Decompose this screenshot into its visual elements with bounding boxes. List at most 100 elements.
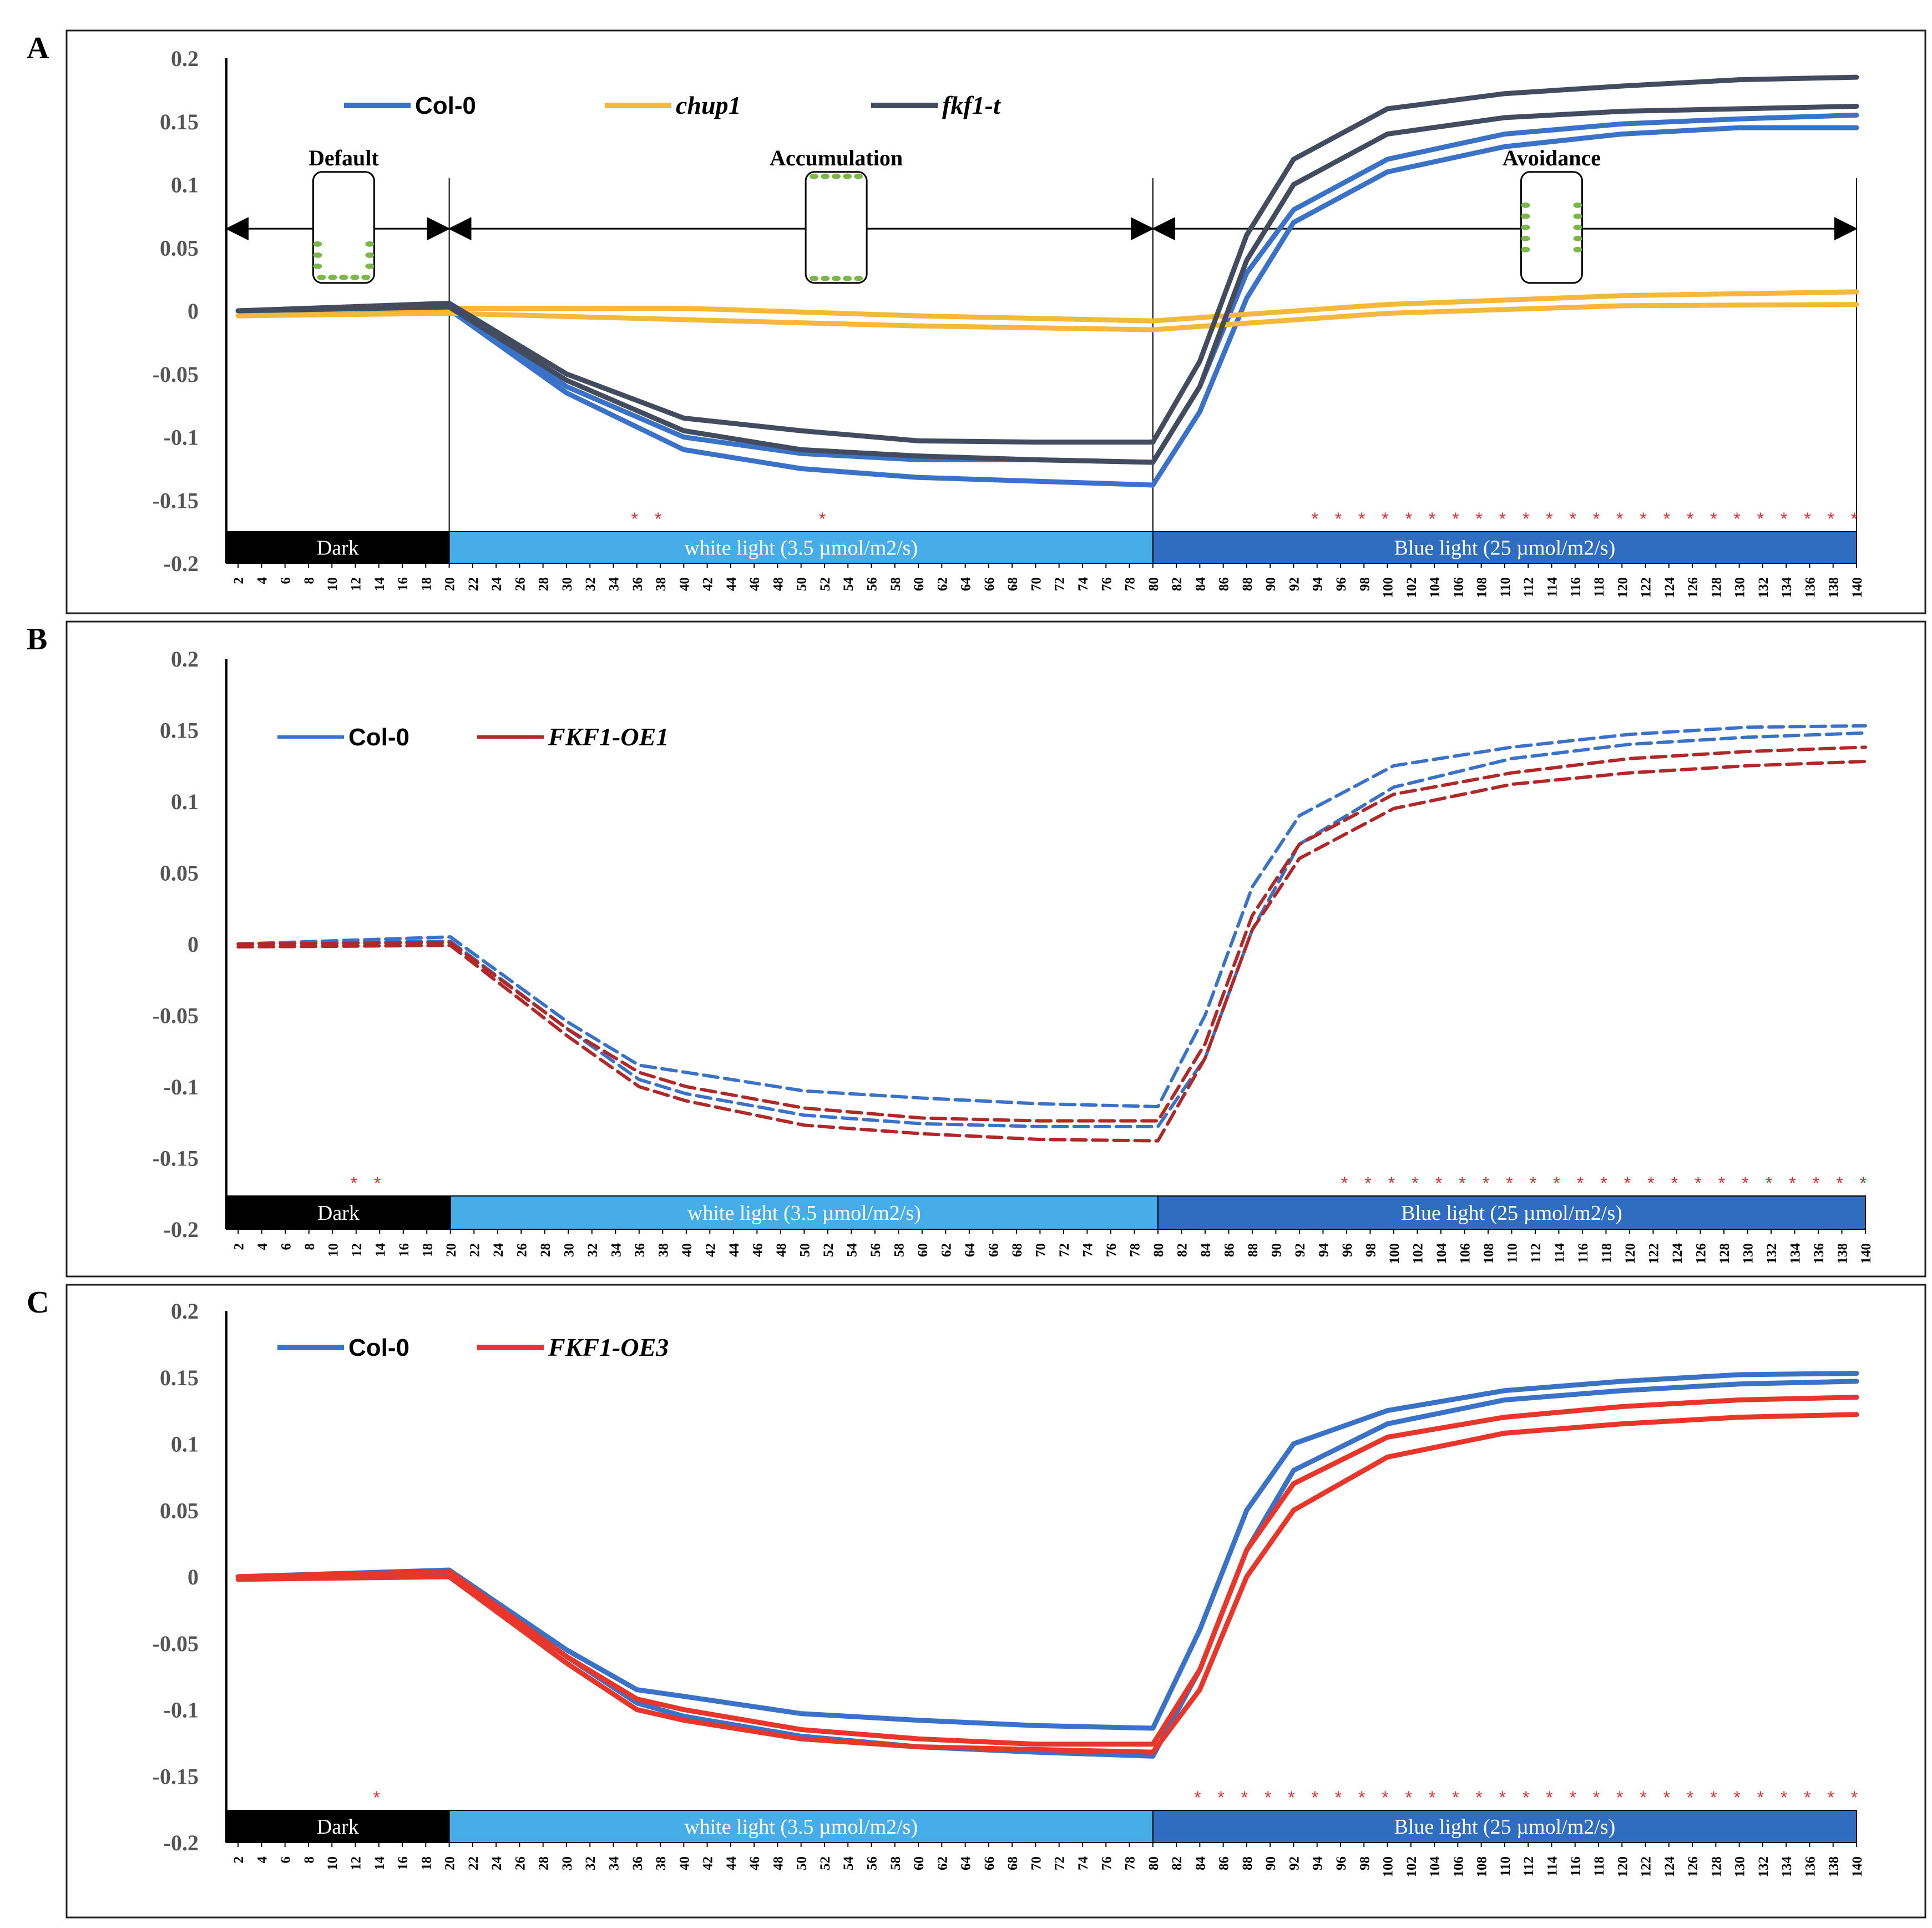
x-tick-label: 26 bbox=[513, 577, 528, 591]
x-tick-label: 2 bbox=[231, 1856, 246, 1864]
y-tick-label: -0.15 bbox=[153, 488, 199, 513]
x-tick-label: 60 bbox=[912, 577, 927, 591]
condition-band bbox=[448, 1810, 1154, 1843]
x-tick-label: 120 bbox=[1615, 577, 1630, 598]
legend-label: FKF1-OE1 bbox=[548, 723, 669, 751]
legend-label: fkf1-t bbox=[942, 91, 1001, 119]
x-tick-label: 106 bbox=[1458, 1243, 1473, 1264]
significance-star: * bbox=[1851, 509, 1858, 529]
x-tick-label: 78 bbox=[1123, 577, 1138, 591]
x-tick-label: 14 bbox=[372, 1856, 387, 1871]
x-tick-label: 124 bbox=[1670, 1243, 1685, 1264]
x-tick-label: 114 bbox=[1545, 1856, 1560, 1877]
series-line-col-0-upper bbox=[235, 1371, 1859, 1731]
significance-star: * bbox=[1530, 1173, 1536, 1193]
series-line-col-0-upper bbox=[236, 724, 1867, 1108]
y-tick-label: 0.1 bbox=[171, 1432, 199, 1457]
x-tick-label: 24 bbox=[489, 1856, 504, 1871]
significance-star: * bbox=[1616, 1788, 1623, 1808]
significance-star: * bbox=[1663, 509, 1670, 529]
significance-star: * bbox=[351, 1173, 357, 1193]
y-tick-label: -0.05 bbox=[153, 362, 199, 387]
x-tick-label: 86 bbox=[1217, 577, 1232, 591]
panel-frame bbox=[65, 1284, 1926, 1919]
x-tick-label: 128 bbox=[1709, 1856, 1724, 1877]
x-tick-label: 108 bbox=[1481, 1243, 1496, 1264]
significance-star: * bbox=[1499, 1788, 1506, 1808]
x-tick-label: 118 bbox=[1592, 577, 1607, 597]
significance-star: * bbox=[1624, 1173, 1631, 1193]
chloroplast-dot bbox=[821, 173, 830, 179]
x-tick-label: 46 bbox=[747, 577, 762, 591]
x-tick-label: 104 bbox=[1434, 1243, 1449, 1264]
x-tick-label: 20 bbox=[443, 1856, 458, 1870]
x-tick-label: 112 bbox=[1521, 577, 1536, 597]
x-tick-label: 136 bbox=[1803, 577, 1818, 598]
y-tick-label: 0 bbox=[188, 1564, 199, 1589]
x-tick-label: 80 bbox=[1151, 1243, 1166, 1257]
x-tick-label: 62 bbox=[939, 1243, 954, 1257]
x-tick-label: 36 bbox=[633, 1243, 648, 1257]
series-line-col-0-lower bbox=[236, 731, 1867, 1128]
condition-band bbox=[449, 1195, 1159, 1230]
significance-star: * bbox=[1710, 509, 1717, 529]
x-tick-label: 120 bbox=[1623, 1243, 1638, 1264]
panel-c: C 0.2 0.15 0.1 0.05 0 -0.05 -0.1 -0.15 -0.2 Dark wh… bbox=[27, 1284, 1926, 1919]
x-tick-label: 76 bbox=[1104, 1243, 1119, 1257]
chloroplast-dot bbox=[1521, 213, 1530, 219]
x-tick-label: 130 bbox=[1733, 1856, 1748, 1877]
x-tick-label: 2 bbox=[231, 1243, 246, 1250]
significance-star: * bbox=[1475, 509, 1482, 529]
phase-label: Avoidance bbox=[1503, 145, 1601, 170]
x-tick-label: 66 bbox=[982, 1856, 997, 1870]
x-tick-label: 76 bbox=[1099, 1856, 1114, 1870]
y-tick-label: -0.05 bbox=[153, 1003, 199, 1028]
x-tick-label: 60 bbox=[912, 1856, 927, 1870]
significance-star: * bbox=[1569, 1788, 1576, 1808]
y-tick-label: 0.15 bbox=[160, 718, 199, 743]
significance-star: * bbox=[1546, 509, 1552, 529]
x-tick-label: 42 bbox=[701, 1856, 716, 1870]
x-tick-label: 22 bbox=[466, 577, 481, 591]
y-tick-label: -0.05 bbox=[153, 1631, 199, 1656]
significance-star: * bbox=[1671, 1173, 1678, 1193]
y-tick-label: 0.05 bbox=[160, 235, 199, 260]
significance-star: * bbox=[1687, 509, 1693, 529]
x-tick-label: 48 bbox=[771, 577, 786, 591]
x-tick-label: 62 bbox=[935, 1856, 950, 1870]
chloroplast-dot bbox=[339, 274, 348, 280]
series-line-fkf1-t-upper bbox=[235, 74, 1859, 445]
x-tick-label: 58 bbox=[888, 577, 903, 591]
x-tick-label: 98 bbox=[1357, 577, 1372, 591]
x-tick-label: 8 bbox=[302, 1243, 317, 1250]
x-tick-label: 62 bbox=[935, 577, 950, 591]
significance-star: * bbox=[1412, 1173, 1418, 1193]
x-tick-label: 126 bbox=[1693, 1243, 1708, 1264]
condition-band bbox=[226, 531, 450, 564]
x-tick-label: 116 bbox=[1569, 577, 1584, 597]
x-tick-label: 132 bbox=[1764, 1243, 1779, 1264]
x-tick-label: 12 bbox=[349, 577, 364, 591]
x-tick-label: 78 bbox=[1123, 1856, 1138, 1870]
x-tick-label: 34 bbox=[609, 1243, 624, 1258]
x-tick-label: 138 bbox=[1835, 1243, 1850, 1264]
significance-star: * bbox=[1781, 509, 1787, 529]
x-tick-label: 132 bbox=[1756, 1856, 1771, 1877]
y-tick-label: -0.1 bbox=[164, 425, 199, 450]
x-tick-label: 138 bbox=[1827, 577, 1842, 598]
x-tick-label: 12 bbox=[350, 1243, 365, 1257]
x-tick-label: 112 bbox=[1521, 1856, 1536, 1876]
x-tick-label: 112 bbox=[1529, 1243, 1544, 1263]
x-tick-label: 52 bbox=[818, 1856, 833, 1870]
x-tick-label: 110 bbox=[1505, 1243, 1520, 1263]
y-tick-label: -0.2 bbox=[164, 1830, 199, 1855]
y-tick-label: 0.2 bbox=[171, 1299, 199, 1324]
significance-star: * bbox=[1710, 1788, 1717, 1808]
significance-star: * bbox=[1600, 1173, 1607, 1193]
chloroplast-dot bbox=[313, 241, 322, 247]
x-tick-label: 114 bbox=[1545, 577, 1560, 598]
x-tick-label: 96 bbox=[1340, 1243, 1355, 1257]
x-tick-label: 66 bbox=[982, 577, 997, 591]
x-tick-label: 140 bbox=[1850, 1856, 1865, 1877]
